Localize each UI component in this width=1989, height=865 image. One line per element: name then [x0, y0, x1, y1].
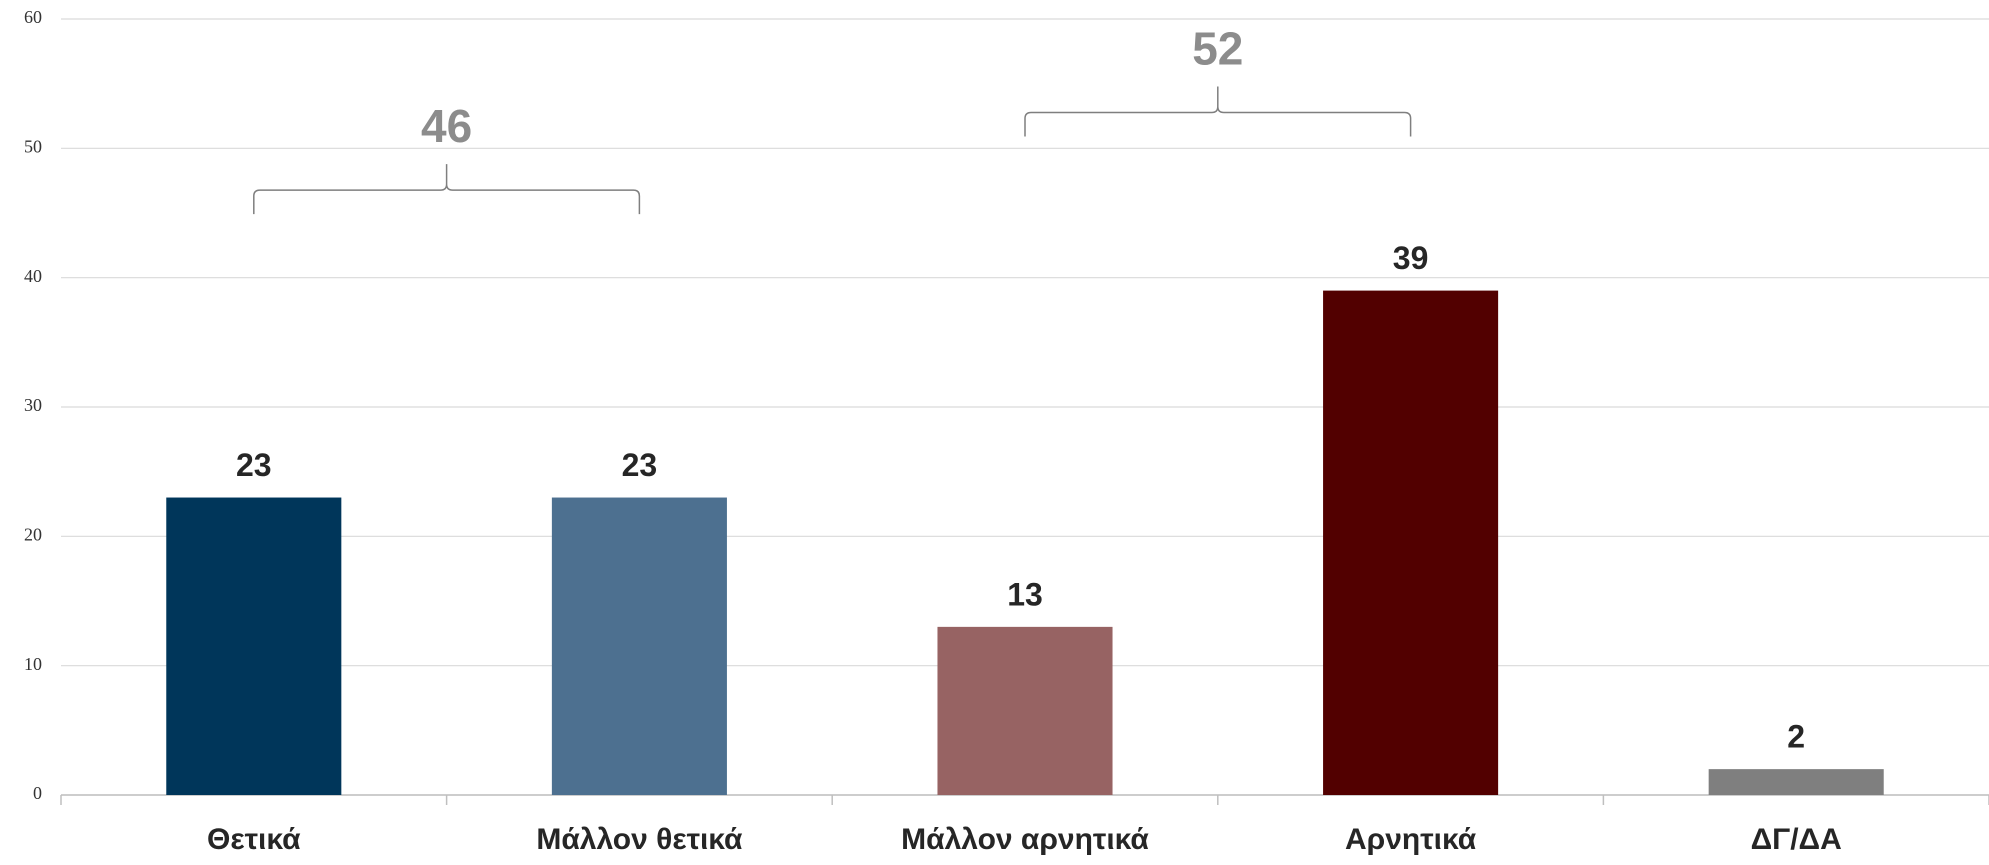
x-tick-label: Θετικά — [207, 823, 301, 856]
data-label: 23 — [236, 447, 272, 483]
bar — [1323, 290, 1499, 795]
y-tick-label: 50 — [24, 136, 42, 156]
bar — [166, 497, 342, 795]
data-label: 39 — [1393, 240, 1429, 276]
y-tick-label: 0 — [33, 783, 42, 803]
x-tick-label: Μάλλον αρνητικά — [901, 823, 1149, 856]
y-tick-label: 20 — [24, 524, 42, 544]
bracket — [253, 164, 641, 215]
x-tick-label: Μάλλον θετικά — [536, 823, 743, 856]
bar — [551, 497, 727, 795]
y-tick-label: 30 — [24, 395, 42, 415]
y-tick-label: 60 — [24, 7, 42, 27]
data-label: 2 — [1787, 719, 1805, 755]
data-label: 13 — [1007, 576, 1043, 612]
bar — [1708, 769, 1884, 795]
x-tick-label: ΔΓ/ΔΑ — [1751, 823, 1842, 856]
bracket-label: 52 — [1192, 23, 1243, 75]
data-label: 23 — [622, 447, 658, 483]
x-tick-label: Αρνητικά — [1345, 823, 1477, 856]
bracket-label: 46 — [421, 100, 472, 152]
y-tick-label: 40 — [24, 266, 42, 286]
bracket — [1024, 86, 1412, 137]
y-tick-label: 10 — [24, 654, 42, 674]
bar — [937, 626, 1113, 795]
